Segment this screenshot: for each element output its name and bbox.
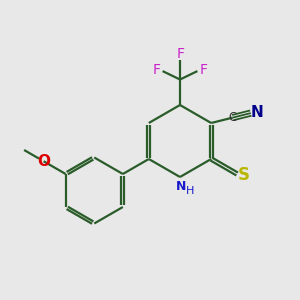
Text: O: O: [38, 154, 50, 169]
Text: N: N: [251, 105, 264, 120]
Text: F: F: [176, 47, 184, 61]
Text: N: N: [176, 180, 187, 193]
Text: S: S: [238, 167, 250, 184]
Text: H: H: [186, 185, 194, 196]
Text: C: C: [228, 111, 237, 124]
Text: F: F: [153, 63, 160, 77]
Text: F: F: [200, 63, 207, 77]
